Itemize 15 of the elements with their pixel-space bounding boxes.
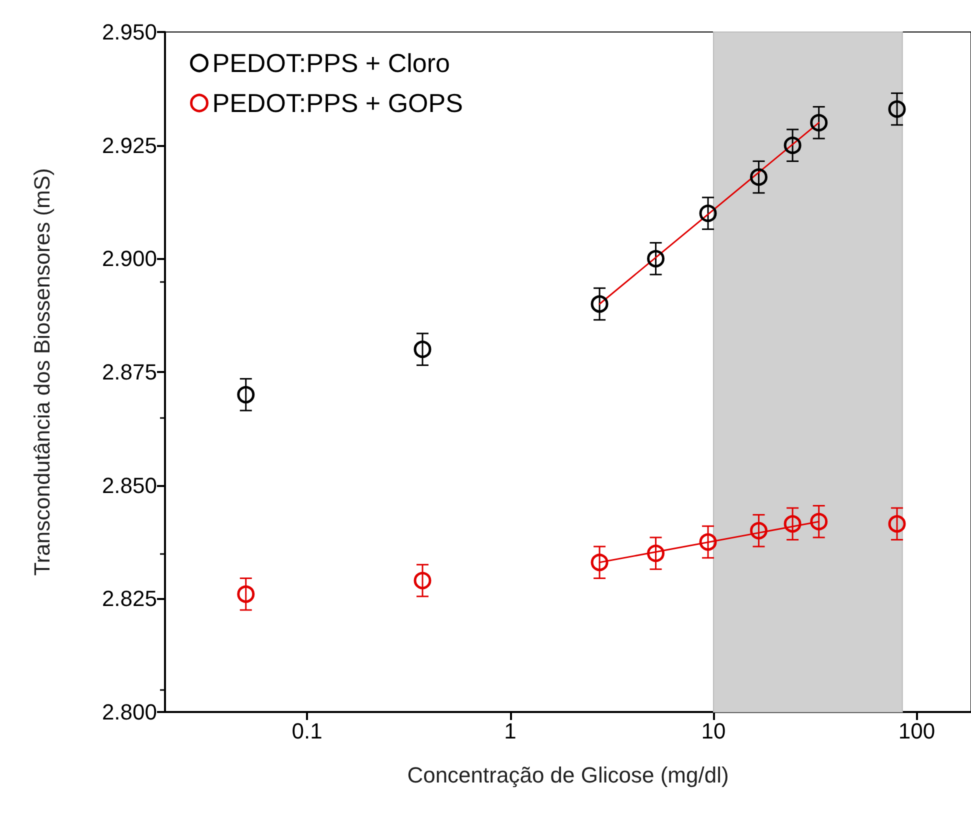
x-tick-label: 1	[504, 718, 516, 744]
x-tick-label: 0.1	[292, 718, 322, 744]
legend-label: PEDOT:PPS + Cloro	[212, 48, 450, 78]
y-tick-label: 2.850	[102, 472, 157, 498]
y-tick-label: 2.900	[102, 246, 157, 272]
x-tick-label: 10	[701, 718, 726, 744]
x-tick-label: 100	[898, 718, 936, 744]
y-tick-label: 2.825	[102, 586, 157, 612]
x-axis-title: Concentração de Glicose (mg/dl)	[407, 762, 729, 788]
y-axis-title: Transcondutância dos Biossensores (mS)	[30, 168, 54, 576]
y-tick-label: 2.950	[102, 20, 157, 44]
y-tick-label: 2.875	[102, 360, 157, 384]
y-tick-label: 2.925	[102, 132, 157, 158]
legend-label: PEDOT:PPS + GOPS	[212, 88, 463, 118]
y-tick-label: 2.800	[102, 700, 157, 724]
